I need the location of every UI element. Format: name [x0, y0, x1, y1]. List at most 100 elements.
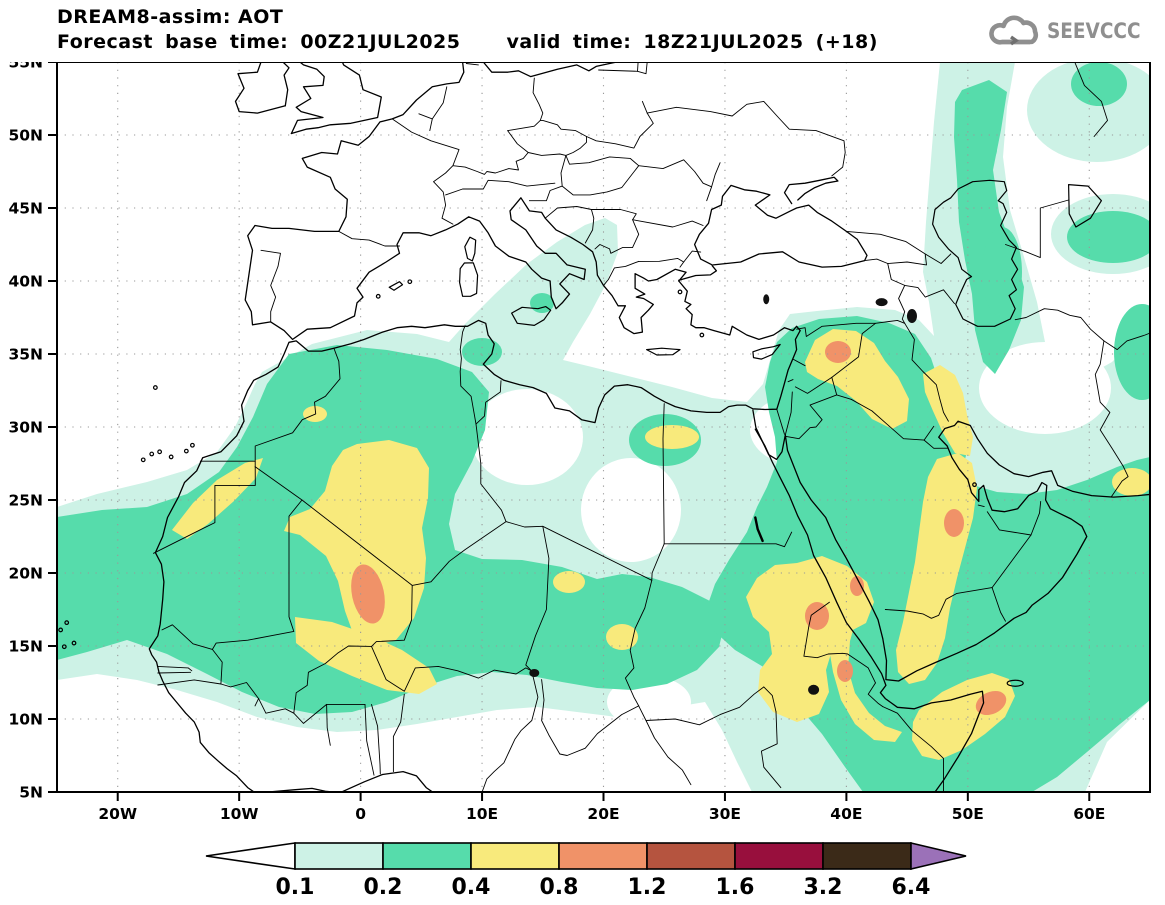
- aot-map: 55N 50N 45N 40N 35N 30N 25N 20N 15N 10N 5N 20W 10W 0 1…: [8, 62, 1151, 823]
- country-border: [776, 408, 785, 435]
- small-island: [64, 620, 70, 626]
- country-border: [452, 152, 529, 175]
- small-island: [677, 289, 683, 295]
- aot-level-0.4-region: [553, 571, 585, 593]
- aot-level-0.2-region: [1071, 62, 1127, 106]
- small-island: [61, 644, 67, 650]
- logo-text: SEEVCCC: [1046, 19, 1141, 43]
- country-border: [431, 86, 448, 120]
- country-border: [1074, 62, 1108, 137]
- island-outline: [1068, 184, 1102, 228]
- coastline: [290, 62, 382, 135]
- country-border: [662, 403, 665, 545]
- colorbar-underflow-arrow: [205, 842, 296, 870]
- aot-below-0.1-hole: [471, 389, 583, 485]
- small-island: [972, 482, 977, 488]
- country-border: [803, 601, 830, 657]
- small-island: [407, 279, 413, 285]
- country-border: [418, 113, 433, 132]
- country-border: [507, 119, 587, 156]
- aot-level-0.8-region: [837, 660, 853, 682]
- colorbar-segment: [558, 842, 648, 870]
- country-border: [787, 379, 794, 383]
- lat-tick-label: 15N: [8, 638, 43, 656]
- colorbar-segment: [470, 842, 560, 870]
- aot-level-0.8-region: [850, 576, 864, 596]
- aot-level-0.8-region: [351, 564, 385, 624]
- country-border: [371, 704, 381, 775]
- lat-tick-label: 55N: [8, 62, 43, 72]
- colorbar-label: 0.4: [452, 875, 491, 900]
- country-border: [161, 624, 213, 650]
- aot-level-0.2-region: [982, 227, 1022, 317]
- island-outline: [752, 343, 781, 360]
- country-border: [845, 230, 952, 264]
- country-border: [528, 185, 563, 202]
- country-border: [831, 322, 876, 378]
- country-border: [796, 319, 906, 337]
- island-outline: [932, 179, 1019, 327]
- country-border: [977, 504, 985, 508]
- lat-tick-label: 40N: [8, 273, 43, 291]
- country-border: [392, 693, 405, 773]
- country-border: [991, 501, 1042, 589]
- colorbar-segment: [822, 842, 912, 870]
- aot-level-0.4-region: [923, 365, 973, 456]
- country-border: [590, 209, 704, 228]
- aot-level-0.8-region: [825, 341, 851, 363]
- country-border: [803, 652, 876, 684]
- coastline: [693, 184, 868, 268]
- small-island: [71, 640, 77, 646]
- lat-tick-label: 20N: [8, 565, 43, 583]
- island-outline: [646, 347, 681, 356]
- small-island: [140, 457, 146, 463]
- country-border: [475, 423, 507, 523]
- lat-tick-label: 25N: [8, 492, 43, 510]
- small-island: [375, 293, 381, 299]
- colorbar-label: 0.2: [364, 875, 403, 900]
- small-island: [58, 627, 64, 633]
- coastline: [678, 265, 718, 281]
- country-border: [559, 705, 640, 756]
- aot-level-0.4-region: [606, 624, 638, 650]
- country-border: [646, 100, 846, 177]
- coastline: [234, 62, 286, 114]
- base-time-label: Forecast base time: 00Z21JUL2025: [57, 31, 461, 53]
- aot-level-0.4-region: [645, 425, 699, 449]
- country-border: [864, 254, 927, 266]
- country-border: [586, 100, 654, 149]
- lake: [763, 294, 770, 305]
- colorbar-label: 1.2: [628, 875, 667, 900]
- small-island: [157, 449, 163, 455]
- coastline: [254, 62, 465, 233]
- valid-time-label: valid time: 18Z21JUL2025 (+18): [506, 31, 878, 53]
- lake: [906, 309, 917, 324]
- country-border: [637, 62, 639, 72]
- lat-tick-label: 5N: [19, 784, 43, 802]
- country-border: [624, 579, 653, 707]
- country-border: [1014, 308, 1105, 342]
- country-border: [898, 284, 906, 324]
- country-border: [560, 154, 640, 196]
- country-border: [445, 179, 556, 196]
- lat-tick-label: 45N: [8, 200, 43, 218]
- gridline-layer: [57, 62, 1150, 792]
- colorbar-label: 0.8: [540, 875, 579, 900]
- aot-level-0.4-region: [1112, 468, 1150, 496]
- country-border: [887, 263, 955, 305]
- colorbar-segment: [294, 842, 384, 870]
- country-border: [371, 584, 413, 647]
- country-border: [632, 219, 640, 248]
- country-border: [986, 511, 1032, 536]
- country-border: [525, 525, 550, 672]
- country-border: [364, 703, 375, 776]
- lon-tick-label: 20E: [587, 805, 619, 823]
- lon-tick-label: 60E: [1073, 805, 1105, 823]
- lon-tick-label: 50E: [952, 805, 984, 823]
- coastline: [148, 280, 801, 792]
- colorbar-segment: [382, 842, 472, 870]
- country-border: [638, 257, 685, 268]
- colorbar-label: 6.4: [892, 875, 931, 900]
- aot-level-0.4-region: [295, 617, 437, 694]
- small-island: [168, 454, 174, 460]
